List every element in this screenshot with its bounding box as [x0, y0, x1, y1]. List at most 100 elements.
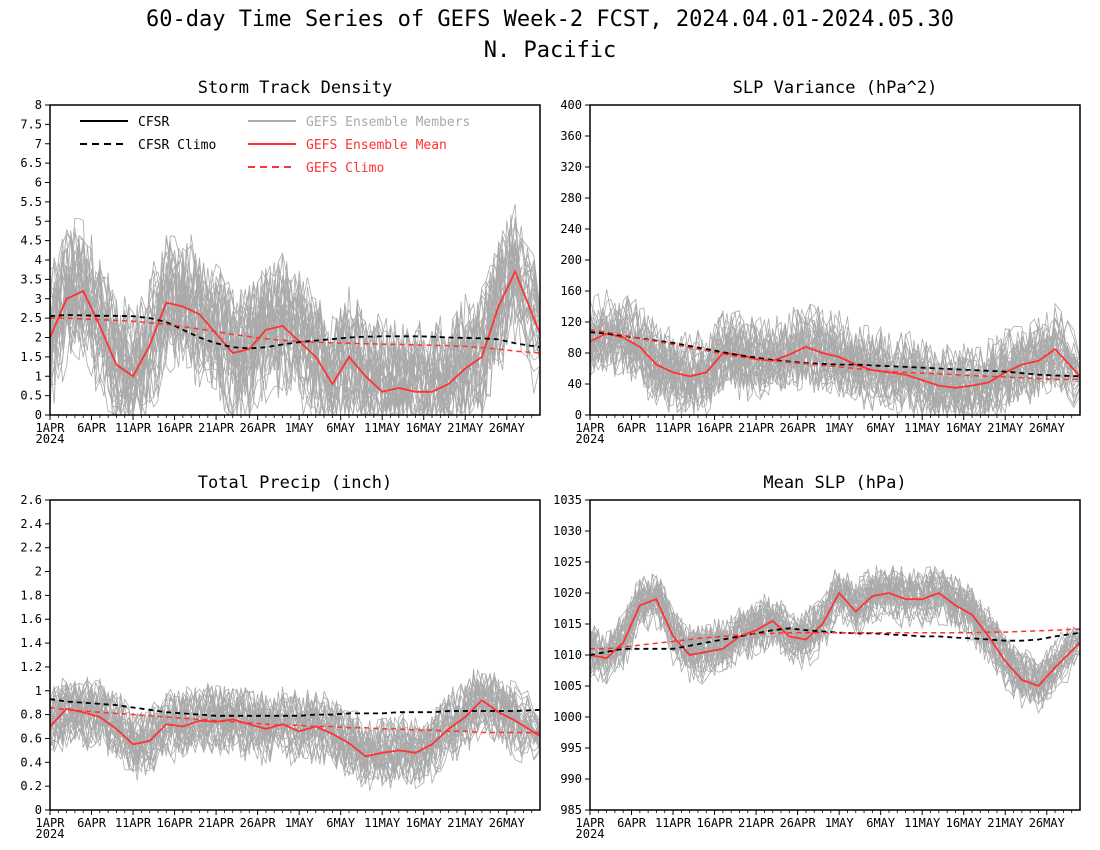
x-year-label: 2024 — [576, 432, 605, 446]
cfsr-climo-line — [49, 314, 541, 350]
gefs-climo-point — [622, 334, 625, 337]
ensemble-mean-point — [514, 719, 517, 722]
x-tick-label: 11APR — [655, 421, 692, 435]
y-tick-label: 1025 — [553, 555, 582, 569]
ensemble-mean-point — [431, 391, 434, 394]
y-tick-label: 1.5 — [20, 350, 42, 364]
x-tick-label: 21MAY — [447, 816, 484, 830]
cfsr-climo-line — [589, 331, 1081, 378]
cfsr-climo-point — [921, 635, 924, 638]
ensemble-mean-point — [398, 749, 401, 752]
cfsr-climo-point — [605, 651, 608, 654]
x-tick-label: 6APR — [617, 421, 647, 435]
cfsr-climo-point — [1037, 638, 1040, 641]
cfsr-climo-point — [281, 343, 284, 346]
legend-mean-label: GEFS Ensemble Mean — [306, 138, 447, 153]
gefs-climo-point — [414, 729, 417, 732]
cfsr-climo-point — [987, 370, 990, 373]
cfsr-climo-point — [447, 336, 450, 339]
ensemble-member-line — [49, 248, 541, 417]
gefs-climo-point — [871, 369, 874, 372]
ensemble-mean-point — [298, 730, 301, 733]
ensemble-mean-point — [447, 383, 450, 386]
ensemble-mean-point — [971, 613, 974, 616]
cfsr-climo-point — [331, 713, 334, 716]
gefs-climo-point — [298, 340, 301, 343]
gefs-climo-point — [1004, 631, 1007, 634]
gefs-climo-point — [248, 335, 251, 338]
gefs-climo-point — [954, 373, 957, 376]
gefs-climo-point — [938, 631, 941, 634]
gefs-climo-point — [414, 344, 417, 347]
gefs-climo-point — [605, 648, 608, 651]
y-tick-label: 200 — [560, 253, 582, 267]
gefs-climo-point — [1054, 378, 1057, 381]
gefs-climo-point — [281, 724, 284, 727]
x-year-label: 2024 — [36, 827, 65, 841]
gefs-climo-point — [622, 646, 625, 649]
gefs-climo-point — [82, 710, 85, 713]
cfsr-climo-point — [431, 335, 434, 338]
cfsr-climo-point — [1054, 635, 1057, 638]
ensemble-member-line — [49, 676, 541, 758]
x-tick-label: 1APR — [576, 816, 606, 830]
ensemble-member-line — [589, 567, 1081, 686]
gefs-climo-point — [1037, 377, 1040, 380]
ensemble-mean-point — [331, 383, 334, 386]
y-tick-label: 1015 — [553, 617, 582, 631]
y-tick-label: 160 — [560, 284, 582, 298]
x-tick-label: 21MAY — [987, 421, 1024, 435]
ensemble-member-line — [49, 688, 541, 780]
ensemble-mean-point — [182, 305, 185, 308]
ensemble-mean-point — [954, 387, 957, 390]
gefs-climo-point — [855, 367, 858, 370]
gefs-climo-point — [165, 716, 168, 719]
ensemble-mean-point — [904, 373, 907, 376]
ensemble-mean-point — [398, 387, 401, 390]
x-tick-label: 26APR — [780, 421, 817, 435]
gefs-climo-point — [1021, 630, 1024, 633]
cfsr-climo-point — [364, 712, 367, 715]
x-tick-label: 16MAY — [406, 421, 443, 435]
cfsr-climo-point — [464, 710, 467, 713]
ensemble-mean-point — [1037, 360, 1040, 363]
cfsr-climo-point — [65, 700, 68, 703]
ensemble-mean-point — [165, 723, 168, 726]
gefs-climo-point — [722, 635, 725, 638]
gefs-climo-point — [605, 331, 608, 334]
ensemble-mean-point — [938, 384, 941, 387]
gefs-climo-point — [821, 631, 824, 634]
ensemble-mean-point — [705, 651, 708, 654]
gefs-climo-point — [1054, 629, 1057, 632]
gefs-climo-point — [198, 718, 201, 721]
x-tick-label: 26MAY — [1029, 816, 1066, 830]
gefs-climo-point — [115, 319, 118, 322]
x-tick-label: 1MAY — [825, 816, 855, 830]
ensemble-mean-point — [838, 356, 841, 359]
gefs-climo-point — [888, 631, 891, 634]
cfsr-climo-point — [182, 712, 185, 715]
ensemble-mean-point — [148, 344, 151, 347]
y-tick-label: 1.4 — [20, 636, 42, 650]
ensemble-mean-point — [921, 379, 924, 382]
panel-title: Total Precip (inch) — [198, 473, 392, 493]
legend-gefs-climo-label: GEFS Climo — [306, 161, 384, 176]
cfsr-climo-point — [132, 706, 135, 709]
gefs-climo-point — [481, 346, 484, 349]
y-tick-label: 990 — [560, 772, 582, 786]
ensemble-mean-point — [788, 353, 791, 356]
ensemble-member-line — [589, 300, 1081, 391]
x-tick-label: 21MAY — [987, 816, 1024, 830]
cfsr-climo-point — [805, 629, 808, 632]
gefs-climo-point — [639, 644, 642, 647]
y-tick-label: 1005 — [553, 679, 582, 693]
gefs-climo-point — [265, 337, 268, 340]
ensemble-mean-point — [1004, 660, 1007, 663]
cfsr-climo-point — [215, 715, 218, 718]
gefs-climo-point — [148, 322, 151, 325]
y-tick-label: 1030 — [553, 524, 582, 538]
gefs-climo-point — [497, 731, 500, 734]
gefs-climo-point — [514, 350, 517, 353]
gefs-climo-point — [198, 328, 201, 331]
x-tick-label: 26APR — [780, 816, 817, 830]
